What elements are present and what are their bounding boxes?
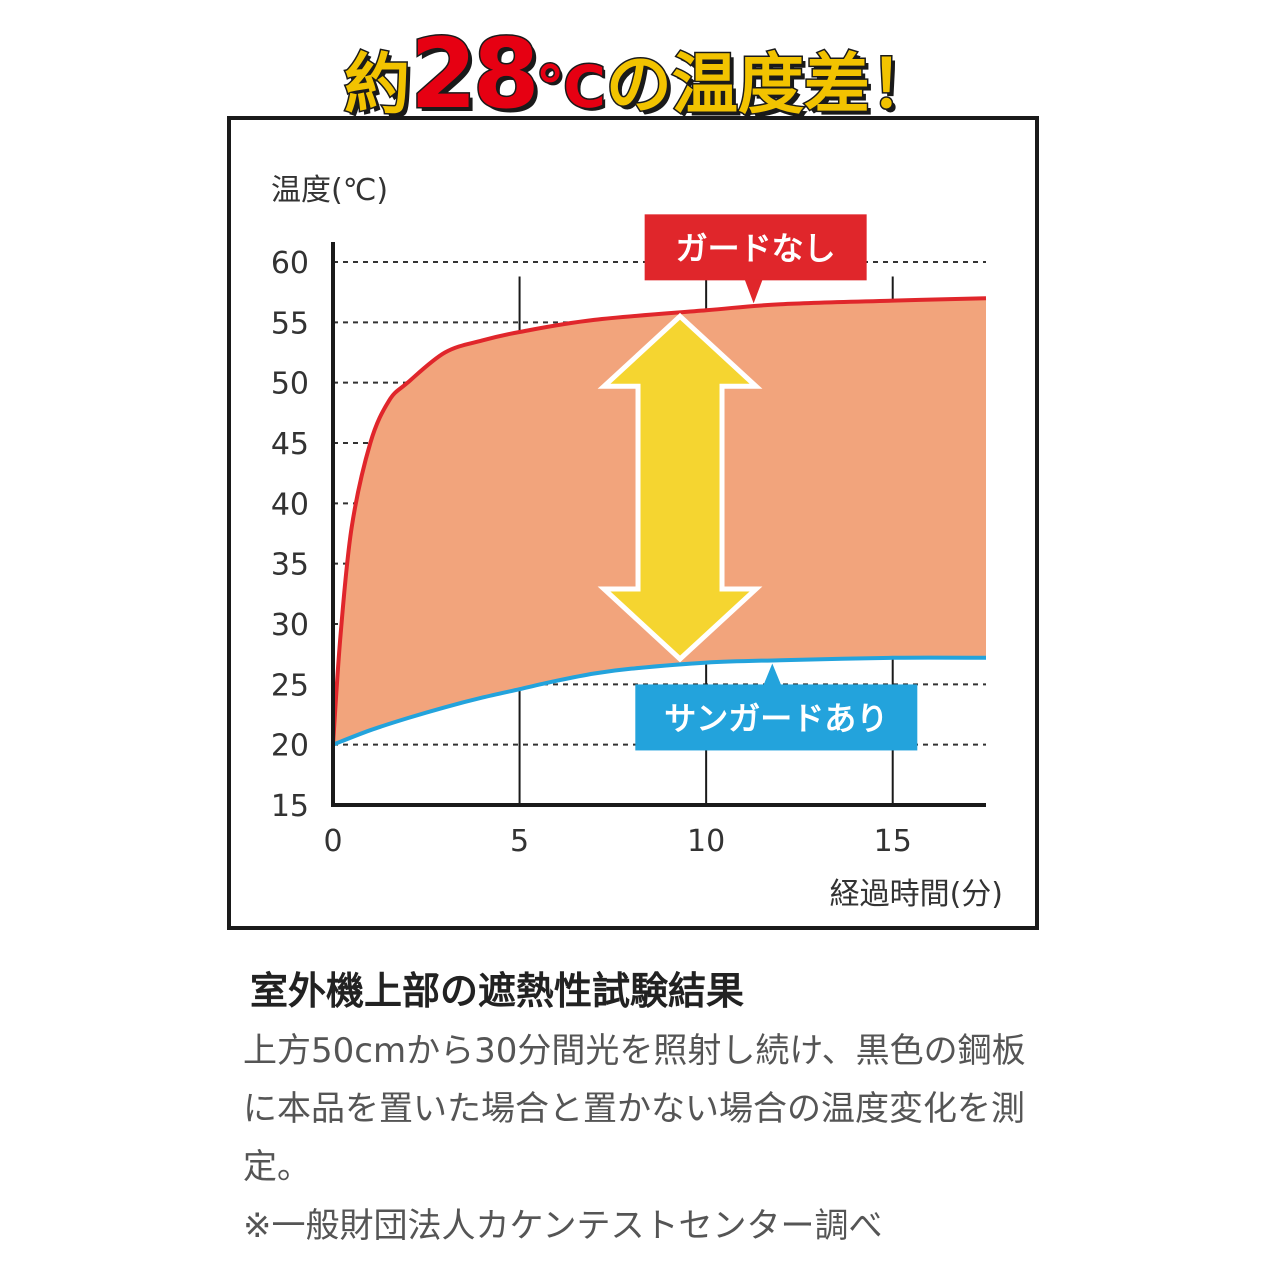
x-tick-label-15: 15 (874, 824, 912, 859)
y-tick-label-15: 15 (271, 789, 309, 824)
callout-pointer (744, 279, 763, 304)
callout-box (644, 214, 867, 281)
callout-pointer (763, 663, 782, 686)
y-tick-label-60: 60 (271, 246, 309, 281)
y-tick-label-30: 30 (271, 608, 309, 643)
headline-prefix: 約 (343, 45, 412, 125)
y-tick-label-45: 45 (271, 427, 309, 462)
y-axis-label: 温度(℃) (271, 173, 388, 208)
y-tick-label-50: 50 (271, 367, 309, 402)
y-tick-label-55: 55 (271, 306, 309, 341)
tick-labels: 15 20 25 30 35 40 45 50 55 60 0 5 10 15 (271, 246, 912, 859)
headline-unit: ℃ (534, 52, 607, 123)
callout-with-guard: サンガードあり (635, 663, 918, 751)
x-axis-label: 経過時間(分) (830, 877, 1003, 912)
headline-number: 28 (409, 17, 542, 132)
difference-arrow (597, 312, 763, 663)
x-tick-label-10: 10 (687, 824, 725, 859)
caption-title: 室外機上部の遮熱性試験結果 (250, 969, 745, 1013)
headline: 約28℃の温度差！ (0, 17, 1280, 132)
difference-arrow-group (597, 312, 763, 663)
series-line-with-guard (332, 655, 987, 747)
callout-box (635, 684, 918, 751)
headline-suffix: の温度差！ (604, 45, 937, 125)
callout-text: サンガードあり (664, 699, 888, 737)
series-layer (331, 296, 987, 747)
caption-body: 上方50cmから30分間光を照射し続け、黒色の鋼板に本品を置いた場合と置かない場… (243, 1031, 1026, 1187)
axes (331, 242, 986, 807)
series-line-without-guard (331, 296, 987, 745)
callout-text: ガードなし (676, 229, 836, 267)
chart-frame: 15 20 25 30 35 40 45 50 55 60 0 5 10 15 ガードなし サンガードあり … (227, 116, 1039, 930)
y-tick-label-25: 25 (271, 668, 309, 703)
caption-note: ※一般財団法人カケンテストセンター調べ (243, 1206, 883, 1246)
y-tick-label-40: 40 (271, 487, 309, 522)
x-tick-label-0: 0 (323, 824, 342, 859)
y-tick-label-20: 20 (271, 729, 309, 764)
y-tick-label-35: 35 (271, 548, 309, 583)
callout-without-guard: ガードなし (644, 214, 867, 304)
x-tick-label-5: 5 (510, 824, 529, 859)
